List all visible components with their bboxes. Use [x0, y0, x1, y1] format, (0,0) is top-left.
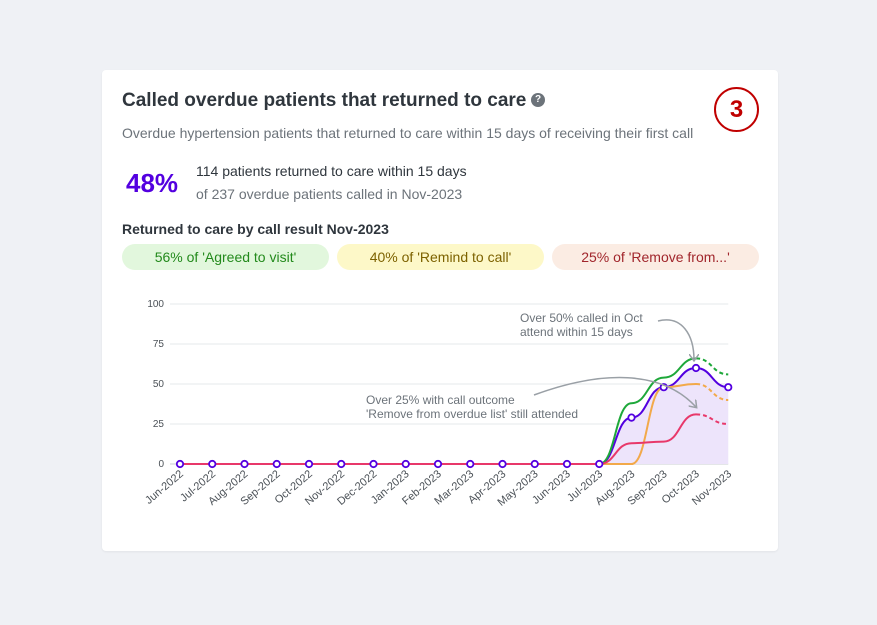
- data-point[interactable]: [369, 459, 378, 469]
- summary-percent: 48%: [126, 168, 179, 198]
- data-point[interactable]: [530, 459, 539, 469]
- annotation-remove-line-1: Over 25% with call outcome: [366, 393, 515, 407]
- card-title: Called overdue patients that returned to…: [122, 90, 527, 111]
- data-point[interactable]: [175, 459, 185, 469]
- data-point[interactable]: [337, 459, 346, 469]
- data-point[interactable]: [208, 459, 217, 469]
- remove-from-list-pill: 25% of 'Remove from...': [552, 244, 759, 270]
- annotation-remove-line-2: 'Remove from overdue list' still attende…: [366, 407, 578, 421]
- series-projection-3: [695, 413, 729, 425]
- x-tick-label: Jun-2022: [143, 468, 186, 507]
- data-point[interactable]: [691, 363, 701, 373]
- data-point[interactable]: [272, 459, 281, 469]
- card-subtitle: Overdue hypertension patients that retur…: [122, 125, 694, 141]
- summary-sub-text: of 237 overdue patients called in Nov-20…: [196, 186, 463, 202]
- agreed-to-visit-pill: 56% of 'Agreed to visit': [122, 244, 329, 270]
- annotation-oct-line-1: Over 50% called in Oct: [520, 311, 643, 325]
- returned-to-care-card: Called overdue patients that returned to…: [102, 70, 778, 551]
- data-point[interactable]: [240, 459, 249, 469]
- y-tick-label: 75: [153, 339, 165, 350]
- data-point[interactable]: [466, 459, 475, 469]
- breakdown-title: Returned to care by call result Nov-2023: [122, 221, 389, 237]
- remind-to-call-pill: 40% of 'Remind to call': [337, 244, 544, 270]
- data-point[interactable]: [724, 383, 733, 392]
- data-point[interactable]: [562, 459, 572, 469]
- y-tick-label: 50: [153, 379, 165, 390]
- series-projection-2: [695, 383, 729, 401]
- data-point[interactable]: [595, 459, 604, 469]
- series-area-fill: [599, 368, 729, 464]
- annotation-oct-line-2: attend within 15 days: [520, 325, 633, 339]
- y-tick-label: 25: [153, 419, 165, 430]
- data-point[interactable]: [627, 413, 636, 422]
- step-number-badge: 3: [714, 87, 759, 132]
- annotation-oct-arrow: [657, 319, 694, 360]
- y-tick-label: 100: [147, 299, 164, 310]
- data-point[interactable]: [433, 459, 443, 469]
- data-point[interactable]: [401, 459, 410, 469]
- returned-to-care-line-chart: 0255075100Jun-2022Jul-2022Aug-2022Sep-20…: [143, 299, 734, 509]
- y-tick-label: 0: [158, 459, 164, 470]
- summary-main-text: 114 patients returned to care within 15 …: [196, 163, 467, 179]
- question-circle-icon[interactable]: ?: [531, 93, 545, 107]
- series-projection-1: [695, 357, 729, 376]
- annotation-remove-arrow: [533, 376, 696, 407]
- data-point[interactable]: [304, 459, 314, 469]
- data-point[interactable]: [498, 459, 507, 469]
